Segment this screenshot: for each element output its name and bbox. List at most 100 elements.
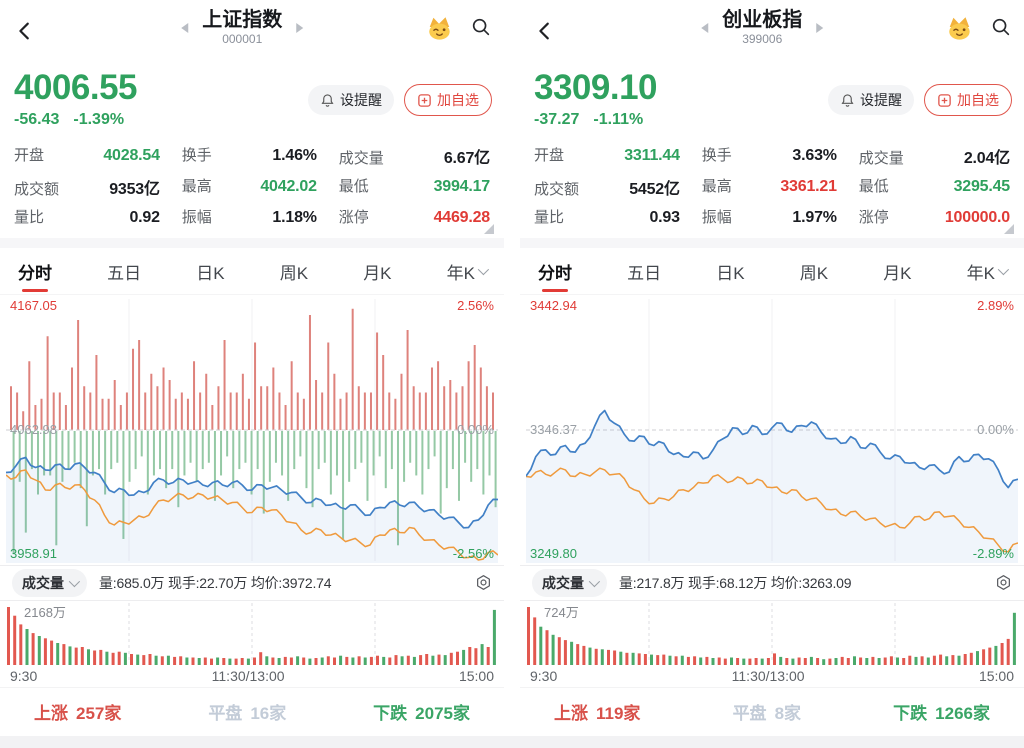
section-divider	[0, 238, 504, 248]
stat-value: 1.18%	[272, 209, 317, 226]
time-axis: 9:30 11:30/13:00 15:00	[520, 665, 1024, 688]
axis-prevclose-price: 4062.98	[10, 422, 57, 437]
time-open: 9:30	[10, 668, 38, 684]
stats-grid: 开盘 3311.44 换手 3.63% 成交量 2.04亿 成交额 5452亿 最高 33…	[520, 140, 1024, 238]
search-icon[interactable]	[990, 16, 1012, 43]
prev-stock-icon[interactable]	[181, 22, 189, 33]
stat-label: 开盘	[534, 147, 565, 164]
add-watchlist-label: 加自选	[437, 92, 479, 108]
mascot-emoji-icon[interactable]	[424, 14, 454, 45]
tab-yearly-k-dropdown[interactable]: 年K	[445, 251, 490, 292]
tab-minute[interactable]: 分时	[536, 251, 574, 292]
indicator-selector[interactable]: 成交量	[12, 569, 87, 597]
axis-low-price: 3249.80	[530, 546, 577, 561]
tab-minute[interactable]: 分时	[16, 251, 54, 292]
axis-low-price: 3958.91	[10, 546, 57, 561]
stat-value: 0.93	[649, 209, 680, 226]
stat-label: 最高	[181, 178, 212, 195]
axis-prevclose-price: 3346.37	[530, 422, 577, 437]
stat-value: 9353亿	[109, 181, 160, 198]
price-section: 3309.10 -37.27 -1.11% 设提醒 加自选	[520, 62, 1024, 140]
prev-stock-icon[interactable]	[701, 22, 709, 33]
advancers-label: 上涨	[34, 703, 68, 723]
price-change: -56.43	[14, 111, 60, 128]
tab-5day[interactable]: 五日	[107, 263, 142, 283]
page-title: 上证指数	[202, 9, 283, 31]
stat-label: 成交额	[534, 181, 580, 198]
next-stock-icon[interactable]	[296, 22, 304, 33]
expand-stats-handle[interactable]	[1004, 224, 1014, 234]
decliners-label: 下跌	[893, 703, 928, 723]
tab-5day[interactable]: 五日	[627, 263, 662, 283]
stat-value: 3994.17	[433, 178, 491, 195]
last-price: 3309.10	[534, 68, 658, 107]
time-midday: 11:30/13:00	[211, 668, 285, 684]
stat-value: 3361.21	[780, 178, 837, 195]
price-change-pct: -1.11%	[593, 111, 644, 128]
stat-label: 涨停	[858, 209, 889, 226]
next-stock-icon[interactable]	[816, 22, 824, 33]
stat-label: 最低	[338, 178, 369, 195]
header: 上证指数 000001	[0, 0, 504, 62]
volume-max-label: 724万	[544, 605, 579, 620]
tab-weekly-k[interactable]: 周K	[799, 263, 829, 283]
set-alert-button[interactable]: 设提醒	[308, 85, 394, 115]
set-alert-label: 设提醒	[340, 92, 382, 108]
stat-value: 3295.45	[953, 178, 1011, 195]
mascot-emoji-icon[interactable]	[944, 14, 974, 45]
tab-daily-k[interactable]: 日K	[196, 263, 225, 283]
stat-value: 4469.28	[433, 209, 491, 226]
time-axis: 9:30 11:30/13:00 15:00	[0, 665, 504, 688]
stat-label: 成交额	[14, 181, 60, 198]
volume-indicator-bar: 成交量 量:685.0万 现手:22.70万 均价:3972.74	[0, 565, 504, 601]
search-icon[interactable]	[470, 16, 492, 43]
stat-value: 2.04亿	[963, 150, 1010, 167]
volume-stats-text: 量:217.8万 现手:68.12万 均价:3263.09	[619, 575, 852, 591]
time-open: 9:30	[530, 668, 558, 684]
add-watchlist-button[interactable]: 加自选	[404, 84, 492, 116]
tab-weekly-k[interactable]: 周K	[279, 263, 309, 283]
add-watchlist-button[interactable]: 加自选	[924, 84, 1012, 116]
stat-label: 开盘	[14, 147, 45, 164]
axis-low-pct: -2.89%	[972, 546, 1014, 561]
stat-label: 成交量	[858, 150, 904, 167]
back-button[interactable]	[12, 18, 38, 44]
chevron-down-icon	[68, 575, 81, 588]
stat-label: 涨停	[338, 209, 369, 226]
axis-high-pct: 2.89%	[977, 298, 1014, 313]
stat-label: 量比	[534, 209, 565, 226]
settings-gear-icon[interactable]	[995, 574, 1012, 596]
bell-icon	[321, 93, 334, 107]
back-button[interactable]	[532, 18, 558, 44]
stat-value: 3311.44	[624, 147, 680, 164]
set-alert-button[interactable]: 设提醒	[828, 85, 914, 115]
tab-monthly-k[interactable]: 月K	[883, 263, 912, 283]
decliners-count: 1266家	[935, 703, 990, 723]
indicator-selector[interactable]: 成交量	[532, 569, 607, 597]
tab-monthly-k[interactable]: 月K	[363, 263, 392, 283]
unchanged-label: 平盘	[732, 703, 767, 723]
stat-label: 振幅	[701, 209, 732, 226]
stat-value: 1.97%	[792, 209, 837, 226]
axis-high-price: 4167.05	[10, 298, 57, 313]
unchanged-count: 8家	[774, 703, 802, 723]
expand-stats-handle[interactable]	[484, 224, 494, 234]
volume-chart[interactable]: 2168万	[0, 601, 504, 665]
stat-label: 振幅	[181, 209, 212, 226]
market-breadth: 上涨 257家 平盘 16家 下跌 2075家	[0, 688, 504, 734]
tab-yearly-k-dropdown[interactable]: 年K	[965, 251, 1010, 292]
panel-shanghai-index: 上证指数 000001 4006.55 -56.43 -1.39%	[0, 0, 504, 748]
advancers-count: 119家	[596, 703, 641, 723]
minute-chart[interactable]: 4167.05 2.56% 4062.98 0.00% 3958.91 -2.5…	[0, 295, 504, 565]
stat-value: 4042.02	[260, 178, 317, 195]
volume-chart[interactable]: 724万	[520, 601, 1024, 665]
settings-gear-icon[interactable]	[475, 574, 492, 596]
minute-chart[interactable]: 3442.94 2.89% 3346.37 0.00% 3249.80 -2.8…	[520, 295, 1024, 565]
volume-max-label: 2168万	[24, 605, 66, 620]
tab-daily-k[interactable]: 日K	[716, 263, 745, 283]
chevron-down-icon	[588, 575, 601, 588]
stat-label: 换手	[701, 147, 732, 164]
unchanged-count: 16家	[250, 703, 287, 723]
axis-zero-pct: 0.00%	[977, 422, 1014, 437]
